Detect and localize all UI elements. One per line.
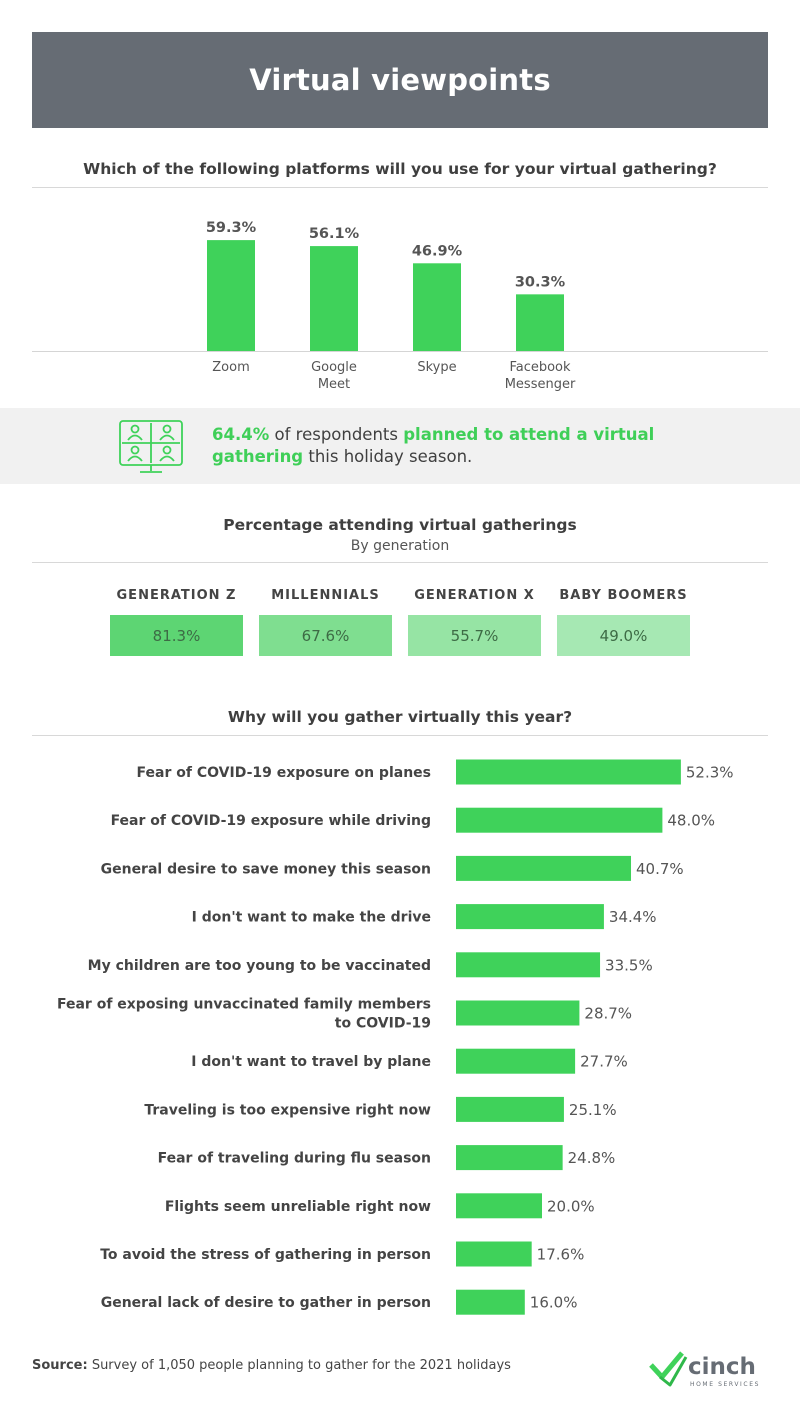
- value-label: 30.3%: [515, 274, 566, 290]
- bar-3: [516, 294, 564, 351]
- source-label: Source:: [32, 1358, 88, 1373]
- bar-10: [456, 1241, 532, 1267]
- value-label: 52.3%: [686, 764, 734, 782]
- platforms-bar-chart: 59.3% Zoom 56.1% Google Meet 46.9% Skype 30.3% F…: [32, 220, 768, 392]
- bar-2: [456, 855, 632, 881]
- millennials-label: MILLENNIALS: [271, 588, 380, 603]
- value-label: 33.5%: [605, 956, 653, 974]
- category-label: General desire to save money this season: [101, 861, 431, 877]
- reasons-question: Why will you gather virtually this year?: [227, 708, 573, 726]
- value-label: 59.3%: [206, 220, 257, 236]
- baby-boomers-value: 49.0%: [557, 615, 690, 656]
- title-banner: Virtual viewpoints: [32, 32, 768, 128]
- bar-0: [207, 240, 255, 351]
- millennials-value: 67.6%: [259, 615, 392, 656]
- category-label: Traveling is too expensive right now: [144, 1102, 431, 1118]
- callout-text-2: this holiday season.: [303, 447, 473, 466]
- bar-3: [456, 904, 604, 930]
- category-label: Fear of COVID-19 exposure on planes: [137, 765, 431, 781]
- reasons-bar-chart: 52.3% Fear of COVID-19 exposure on planes…: [57, 759, 734, 1315]
- value-label: 28.7%: [584, 1005, 632, 1023]
- platforms-question: Which of the following platforms will yo…: [83, 160, 717, 178]
- divider: [32, 187, 768, 188]
- gen-x-value: 55.7%: [408, 615, 541, 656]
- value-label: 24.8%: [568, 1149, 616, 1167]
- value-label: 27.7%: [580, 1053, 628, 1071]
- value-label: 34.4%: [609, 908, 657, 926]
- callout-highlight: planned to attend a virtual gathering: [212, 425, 655, 466]
- category-label: Fear of traveling during flu season: [158, 1151, 431, 1167]
- category-label: Skype: [417, 360, 456, 375]
- value-label: 16.0%: [530, 1294, 578, 1312]
- value-label: 46.9%: [412, 243, 463, 259]
- category-label: I don't want to travel by plane: [191, 1054, 431, 1070]
- divider: [32, 735, 768, 736]
- category-label: Zoom: [212, 360, 249, 375]
- category-label: Facebook: [509, 360, 571, 375]
- callout-text: 64.4% of respondents planned to attend a…: [212, 424, 682, 468]
- category-label: I don't want to make the drive: [192, 910, 431, 926]
- value-label: 20.0%: [547, 1197, 595, 1215]
- value-label: 17.6%: [537, 1246, 585, 1264]
- cinch-logo: cinch HOME SERVICES: [649, 1351, 760, 1388]
- gen-z-value: 81.3%: [110, 615, 243, 656]
- category-label: to COVID-19: [335, 1016, 431, 1032]
- category-label: Google: [311, 360, 357, 375]
- bar-1: [456, 807, 663, 833]
- video-call-icon: [119, 420, 183, 473]
- value-label: 48.0%: [667, 812, 715, 830]
- category-label: To avoid the stress of gathering in pers…: [100, 1247, 431, 1263]
- logo-wordmark: cinch: [688, 1354, 756, 1380]
- generation-title: Percentage attending virtual gatherings: [223, 516, 577, 534]
- bar-2: [413, 263, 461, 351]
- category-label: Flights seem unreliable right now: [165, 1199, 431, 1215]
- callout-text-1: of respondents: [269, 425, 404, 444]
- bar-11: [456, 1289, 525, 1315]
- callout-stat: 64.4%: [212, 425, 270, 444]
- page-title: Virtual viewpoints: [249, 63, 551, 97]
- source-note: Source: Survey of 1,050 people planning …: [32, 1358, 511, 1373]
- category-label: Fear of exposing unvaccinated family mem…: [57, 997, 431, 1013]
- value-label: 25.1%: [569, 1101, 617, 1119]
- bar-4: [456, 952, 601, 978]
- gen-x-label: GENERATION X: [414, 588, 535, 603]
- category-label: My children are too young to be vaccinat…: [88, 958, 431, 974]
- baby-boomers-label: BABY BOOMERS: [559, 588, 688, 603]
- bar-5: [456, 1000, 580, 1026]
- gen-z-label: GENERATION Z: [116, 588, 237, 603]
- bar-0: [456, 759, 681, 785]
- generation-subtitle: By generation: [350, 538, 450, 554]
- category-label: General lack of desire to gather in pers…: [101, 1295, 431, 1311]
- divider: [32, 562, 768, 563]
- bar-7: [456, 1096, 564, 1122]
- bar-1: [310, 246, 358, 351]
- source-text: Survey of 1,050 people planning to gathe…: [87, 1358, 511, 1373]
- bar-8: [456, 1145, 563, 1171]
- logo-tagline: HOME SERVICES: [690, 1381, 760, 1388]
- category-label: Meet: [318, 377, 350, 392]
- bar-6: [456, 1048, 576, 1074]
- category-label: Fear of COVID-19 exposure while driving: [111, 813, 431, 829]
- value-label: 40.7%: [636, 860, 684, 878]
- value-label: 56.1%: [309, 226, 360, 242]
- category-label: Messenger: [505, 377, 576, 392]
- bar-9: [456, 1193, 542, 1219]
